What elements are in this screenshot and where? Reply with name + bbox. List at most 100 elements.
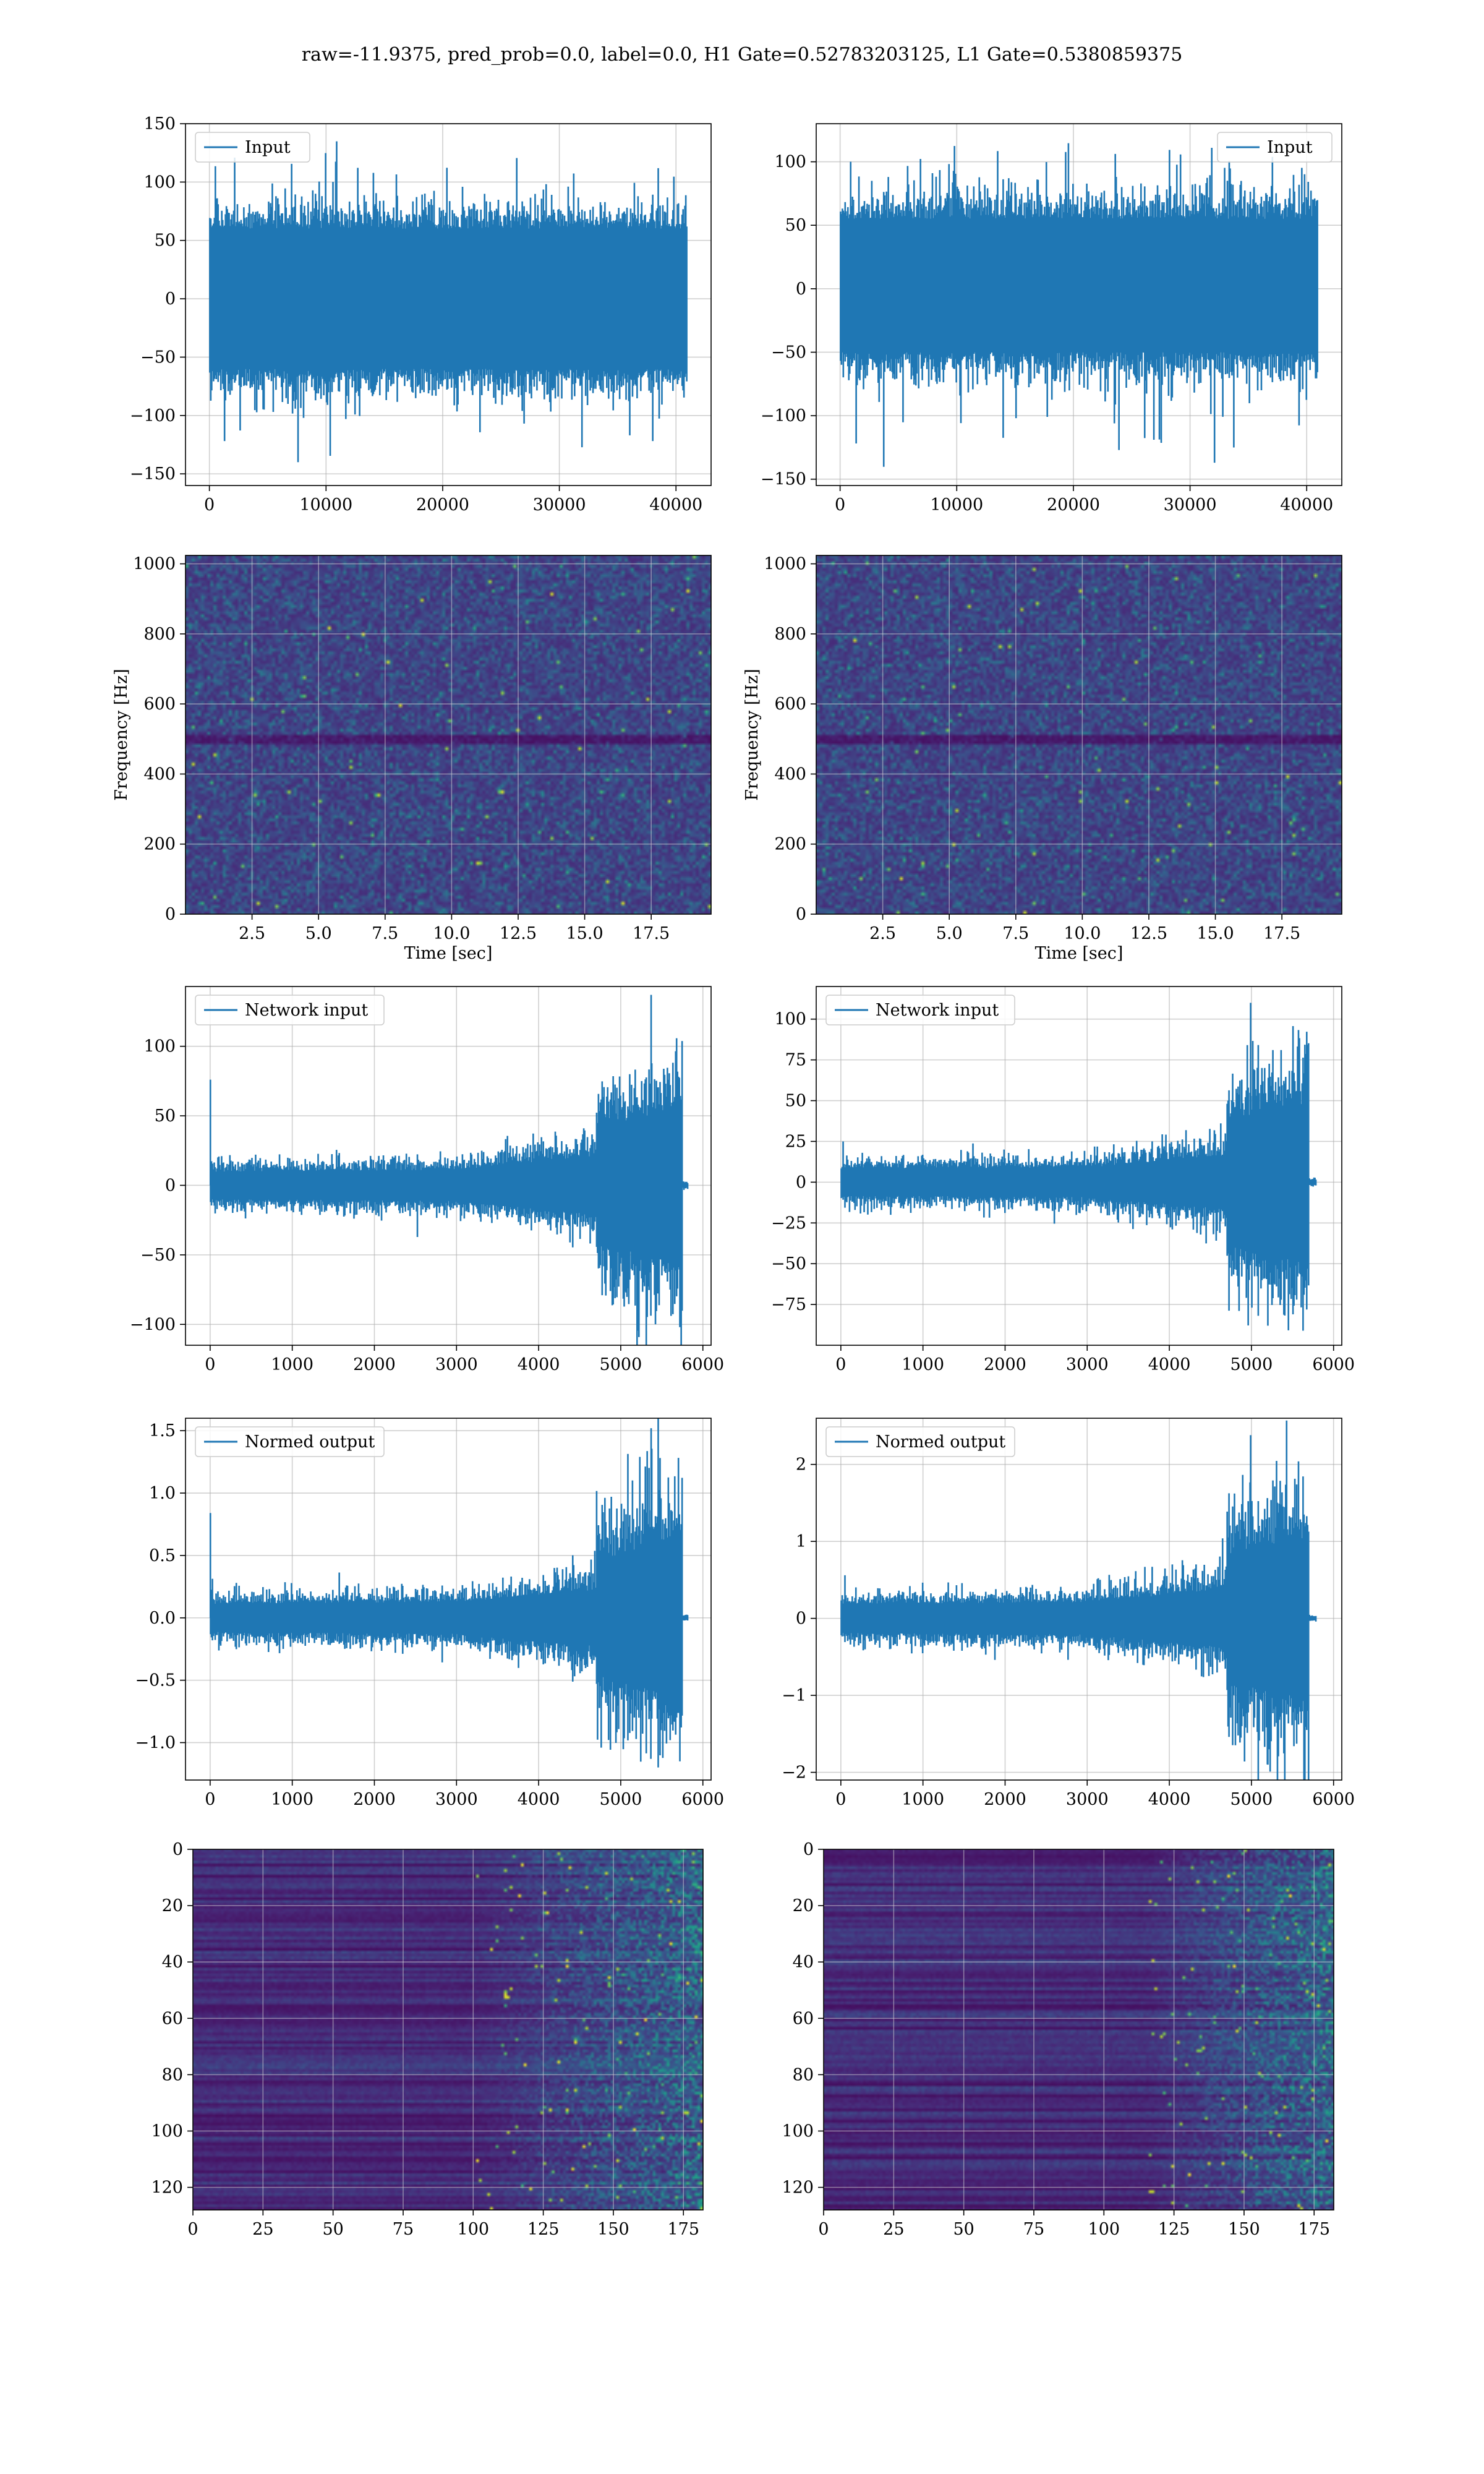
y-tick-label: 50 (785, 1092, 806, 1111)
x-tick-label: 150 (1228, 2220, 1260, 2239)
x-tick-label: 125 (527, 2220, 560, 2239)
y-tick-label: −100 (130, 1315, 176, 1334)
y-tick-label: 600 (143, 695, 176, 714)
y-tick-label: 600 (774, 695, 806, 714)
y-tick-label: 0 (803, 1840, 814, 1859)
y-tick-label: −1.0 (135, 1733, 176, 1752)
x-tick-label: 15.0 (1197, 924, 1234, 943)
x-tick-label: 2000 (353, 1790, 396, 1809)
x-tick-label: 1000 (902, 1355, 944, 1374)
x-tick-label: 40000 (1280, 495, 1333, 515)
x-tick-label: 7.5 (372, 924, 398, 943)
figure-title: raw=-11.9375, pred_prob=0.0, label=0.0, … (302, 44, 1183, 66)
x-tick-label: 4000 (518, 1790, 560, 1809)
x-tick-label: 20000 (416, 495, 469, 515)
y-tick-label: 200 (774, 835, 806, 854)
axes-frame (185, 1418, 712, 1781)
series-line-input (840, 143, 1318, 467)
x-tick-label: 6000 (1312, 1790, 1355, 1809)
y-tick-label: −50 (771, 343, 806, 362)
y-tick-label: −150 (761, 470, 806, 489)
x-tick-label: 5000 (600, 1355, 642, 1374)
x-tick-label: 1000 (902, 1790, 944, 1809)
x-tick-label: 175 (1298, 2220, 1330, 2239)
y-tick-label: 100 (774, 153, 806, 172)
legend-box (1217, 132, 1333, 163)
chart-spec-l1: 2.5 5.0 7.5 10.0 12.5 15.0 17.5 0 200 400 600 800 10… (743, 555, 1342, 963)
legend-label: Normed output (245, 1432, 375, 1452)
y-tick-label: 0 (796, 1173, 806, 1192)
y-tick-label: −50 (140, 1246, 176, 1265)
x-tick-label: 3000 (435, 1790, 478, 1809)
x-tick-label: 75 (1023, 2220, 1044, 2239)
x-axis-label: Time [sec] (1035, 944, 1124, 963)
y-tick-label: 2 (796, 1455, 806, 1475)
x-tick-label: 150 (597, 2220, 629, 2239)
y-tick-label: 100 (782, 2121, 814, 2141)
y-tick-label: 100 (151, 2121, 183, 2141)
y-axis-label: Frequency [Hz] (112, 669, 131, 800)
y-tick-label: 1.0 (149, 1484, 176, 1503)
y-tick-label: −25 (771, 1213, 806, 1233)
y-tick-label: 1000 (764, 555, 806, 574)
legend-label: Normed output (876, 1432, 1005, 1452)
axes-frame (185, 986, 712, 1346)
axes-frame (816, 986, 1342, 1346)
x-tick-label: 10000 (299, 495, 352, 515)
x-tick-label: 5000 (1230, 1355, 1273, 1374)
heatmap-image (193, 1849, 703, 2210)
axes-frame (185, 123, 712, 486)
y-tick-label: −50 (771, 1254, 806, 1273)
y-tick-label: 0 (165, 1176, 176, 1195)
x-tick-label: 10000 (930, 495, 983, 515)
y-tick-label: 400 (143, 764, 176, 784)
y-axis-label: Frequency [Hz] (743, 669, 762, 800)
y-tick-label: 40 (793, 1953, 814, 1972)
x-tick-label: 2000 (984, 1355, 1026, 1374)
y-tick-label: 150 (143, 114, 176, 134)
y-tick-label: 800 (143, 625, 176, 644)
y-tick-label: 200 (143, 835, 176, 854)
legend: Normed output (195, 1426, 385, 1457)
x-tick-label: 125 (1158, 2220, 1190, 2239)
y-tick-label: 0 (173, 1840, 183, 1859)
y-tick-label: −0.5 (135, 1671, 176, 1690)
y-tick-label: 120 (782, 2178, 814, 2198)
legend-box (195, 995, 385, 1025)
axes-frame (816, 555, 1342, 915)
y-tick-label: 50 (785, 216, 806, 235)
axes-frame (192, 1849, 704, 2211)
y-tick-label: 400 (774, 764, 806, 784)
x-tick-label: 3000 (435, 1355, 478, 1374)
y-tick-label: 1000 (133, 555, 176, 574)
chart-network-l1: 0 1000 2000 3000 4000 5000 6000 −75 −50 −25 0 25 50 7… (771, 986, 1355, 1374)
y-tick-label: −2 (782, 1763, 806, 1783)
legend-label: Network input (876, 1001, 999, 1020)
y-tick-label: 0 (796, 905, 806, 924)
legend-label: Input (1267, 138, 1313, 157)
legend-box (825, 1426, 1015, 1457)
legend-box (195, 1426, 385, 1457)
x-tick-label: 4000 (1148, 1355, 1191, 1374)
axes-frame (816, 123, 1342, 486)
x-tick-label: 2000 (984, 1790, 1026, 1809)
y-tick-label: 100 (143, 1037, 176, 1056)
y-tick-label: 100 (774, 1010, 806, 1029)
x-tick-label: 4000 (518, 1355, 560, 1374)
series-line-network-input (209, 995, 689, 1345)
y-tick-label: 100 (143, 173, 176, 192)
y-tick-label: 0 (796, 1609, 806, 1629)
chart-network-h1: 0 1000 2000 3000 4000 5000 6000 −100 −50 0 50 100 Ne… (130, 986, 724, 1374)
y-tick-label: 1 (796, 1532, 806, 1551)
axes-frame (816, 1418, 1342, 1781)
x-tick-label: 6000 (681, 1355, 724, 1374)
x-tick-label: 17.5 (633, 924, 670, 943)
chart-features-l1: 0 25 50 75 100 125 150 175 0 20 40 60 80 100 120 (782, 1840, 1334, 2239)
legend: Normed output (825, 1426, 1015, 1457)
x-tick-label: 25 (252, 2220, 273, 2239)
x-tick-label: 100 (1088, 2220, 1120, 2239)
y-tick-label: 60 (162, 2009, 183, 2028)
chart-normed-l1: 0 1000 2000 3000 4000 5000 6000 −2 −1 0 1 2 Normed o… (782, 1418, 1355, 1809)
y-tick-label: 60 (793, 2009, 814, 2028)
x-tick-label: 6000 (1312, 1355, 1355, 1374)
